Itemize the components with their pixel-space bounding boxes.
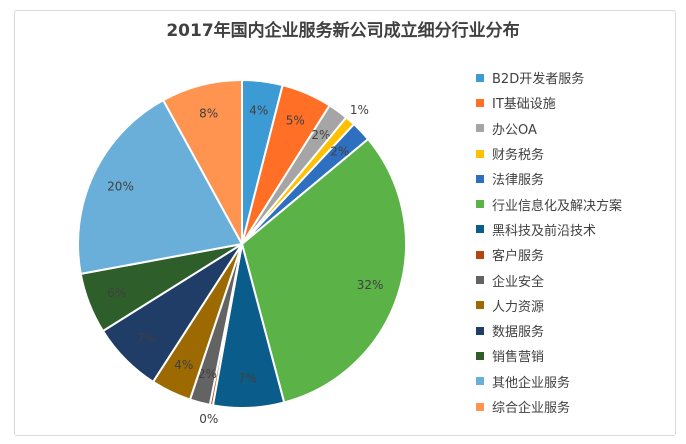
pie-slice-5 <box>240 137 407 404</box>
legend-label: 行业信息化及解决方案 <box>492 198 623 214</box>
legend-item: 行业信息化及解决方案 <box>476 191 622 216</box>
legend-item: B2D开发者服务 <box>476 65 622 90</box>
data-label: 5% <box>286 114 305 128</box>
legend-label: 销售营销 <box>492 350 545 366</box>
legend-label: 其他企业服务 <box>492 375 571 391</box>
chart-title: 2017年国内企业服务新公司成立细分行业分布 <box>166 21 520 41</box>
legend-label: 客户服务 <box>492 249 545 265</box>
legend-item: IT基础设施 <box>476 90 622 115</box>
data-label: 2% <box>330 145 349 159</box>
legend-label: 数据服务 <box>492 325 545 341</box>
data-label: 0% <box>199 412 218 426</box>
data-label: 6% <box>107 286 126 300</box>
data-label: 7% <box>238 371 257 385</box>
legend-label: 企业安全 <box>492 274 545 290</box>
pie-slice-12 <box>77 98 244 276</box>
data-label: 2% <box>311 128 330 142</box>
legend-item: 办公OA <box>476 116 622 141</box>
legend-swatch <box>476 149 484 158</box>
legend-item: 黑科技及前沿技术 <box>476 217 622 242</box>
legend-swatch <box>476 402 484 411</box>
legend-label: B2D开发者服务 <box>492 72 585 88</box>
legend-item: 综合企业服务 <box>476 394 622 419</box>
data-label: 20% <box>107 179 134 193</box>
data-label: 4% <box>249 104 268 118</box>
data-label: 7% <box>137 331 156 345</box>
legend-label: 人力资源 <box>492 299 545 315</box>
data-label: 1% <box>350 103 369 117</box>
legend-label: 办公OA <box>492 122 537 138</box>
legend-swatch <box>476 377 484 386</box>
legend-item: 其他企业服务 <box>476 369 622 394</box>
legend-item: 数据服务 <box>476 318 622 343</box>
data-label: 8% <box>199 107 218 121</box>
legend-swatch <box>476 301 484 310</box>
legend-item: 企业安全 <box>476 267 622 292</box>
legend-label: 综合企业服务 <box>492 401 571 416</box>
legend-label: 财务税务 <box>492 148 545 164</box>
legend: B2D开发者服务 IT基础设施 办公OA 财务税务法律服务行业信息化及解决方案 黑科技及… <box>476 65 622 419</box>
legend-item: 销售营销 <box>476 343 622 368</box>
legend-label: 黑科技及前沿技术 <box>492 223 597 239</box>
legend-swatch <box>476 326 484 335</box>
legend-swatch <box>476 250 484 259</box>
data-label: 2% <box>198 367 217 381</box>
legend-swatch <box>476 73 484 82</box>
legend-item: 法律服务 <box>476 166 622 191</box>
legend-swatch <box>476 225 484 234</box>
legend-swatch <box>476 351 484 360</box>
legend-swatch <box>476 124 484 133</box>
legend-item: 人力资源 <box>476 293 622 318</box>
data-label: 4% <box>174 358 193 372</box>
legend-label: IT基础设施 <box>492 97 556 113</box>
legend-label: 法律服务 <box>492 173 545 189</box>
legend-swatch <box>476 276 484 285</box>
legend-item: 客户服务 <box>476 242 622 267</box>
legend-swatch <box>476 98 484 107</box>
legend-swatch <box>476 174 484 183</box>
data-label: 32% <box>357 278 384 292</box>
legend-swatch <box>476 200 484 209</box>
pie-slice-13 <box>161 78 243 245</box>
legend-item: 财务税务 <box>476 141 622 166</box>
